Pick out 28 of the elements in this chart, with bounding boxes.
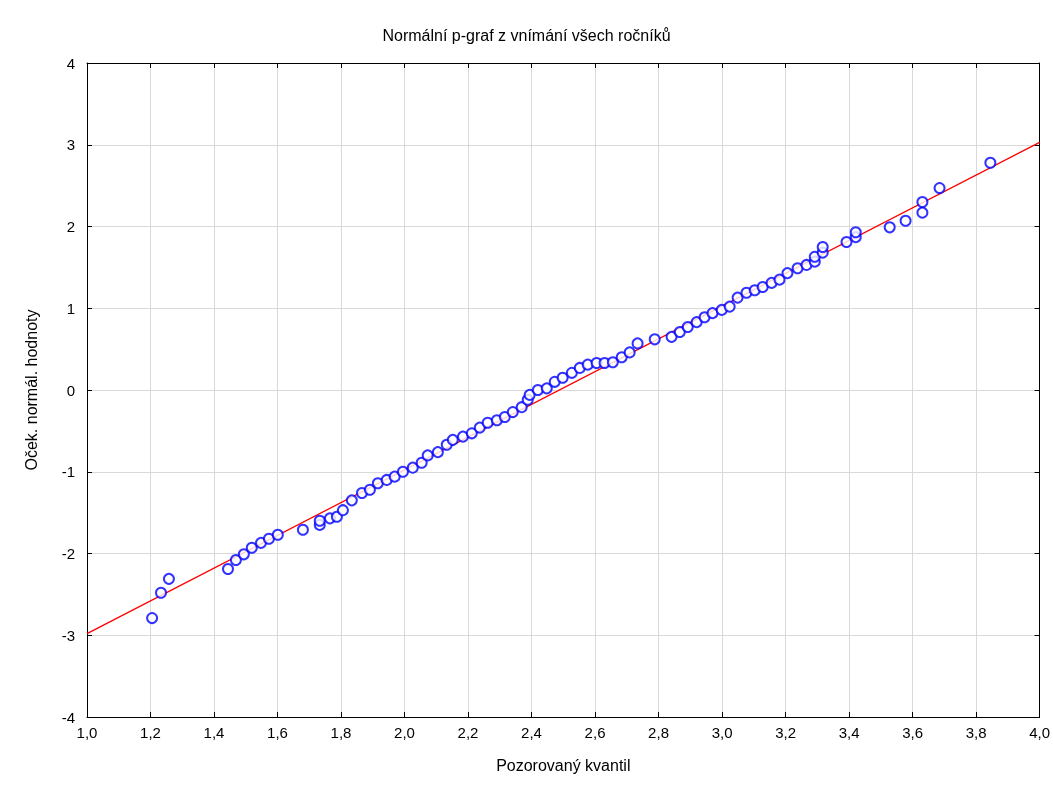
- x-tick-label: 2,4: [521, 724, 542, 741]
- y-tick-label: -3: [61, 626, 75, 644]
- x-axis-title: Pozorovaný kvantil: [496, 756, 631, 774]
- x-tick-label: 1,2: [140, 724, 161, 741]
- x-tick-label: 3,4: [838, 724, 860, 741]
- chart-title: Normální p-graf z vnímání všech ročníků: [382, 26, 671, 44]
- y-tick-label: 4: [66, 54, 75, 72]
- x-tick-label: 1,6: [267, 724, 288, 741]
- x-tick-label: 1,0: [76, 724, 98, 741]
- x-tick-label: 4,0: [1029, 724, 1050, 741]
- y-tick-label: 3: [66, 136, 75, 154]
- y-tick-label: 1: [66, 299, 75, 317]
- x-tick-label: 1,4: [203, 724, 225, 741]
- y-tick-label: -2: [61, 545, 75, 562]
- x-tick-label: 1,8: [330, 724, 352, 741]
- y-axis-title: Oček. normál. hodnoty: [22, 309, 40, 471]
- x-tick-label: 2,0: [394, 724, 415, 741]
- x-tick-label: 3,8: [965, 724, 987, 741]
- y-tick-label: 2: [66, 218, 75, 235]
- x-tick-label: 3,6: [902, 724, 923, 741]
- x-tick-label: 2,2: [457, 724, 479, 741]
- x-tick-label: 2,8: [648, 724, 669, 741]
- y-tick-label: -4: [61, 708, 75, 726]
- x-tick-label: 3,2: [775, 724, 796, 741]
- x-tick-label: 2,6: [584, 724, 606, 741]
- x-tick-label: 3,0: [711, 724, 733, 741]
- y-tick-label: 0: [66, 381, 75, 399]
- y-tick-label: -1: [61, 463, 75, 481]
